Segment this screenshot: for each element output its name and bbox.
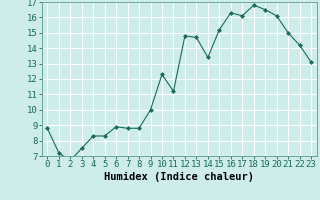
X-axis label: Humidex (Indice chaleur): Humidex (Indice chaleur) [104, 172, 254, 182]
